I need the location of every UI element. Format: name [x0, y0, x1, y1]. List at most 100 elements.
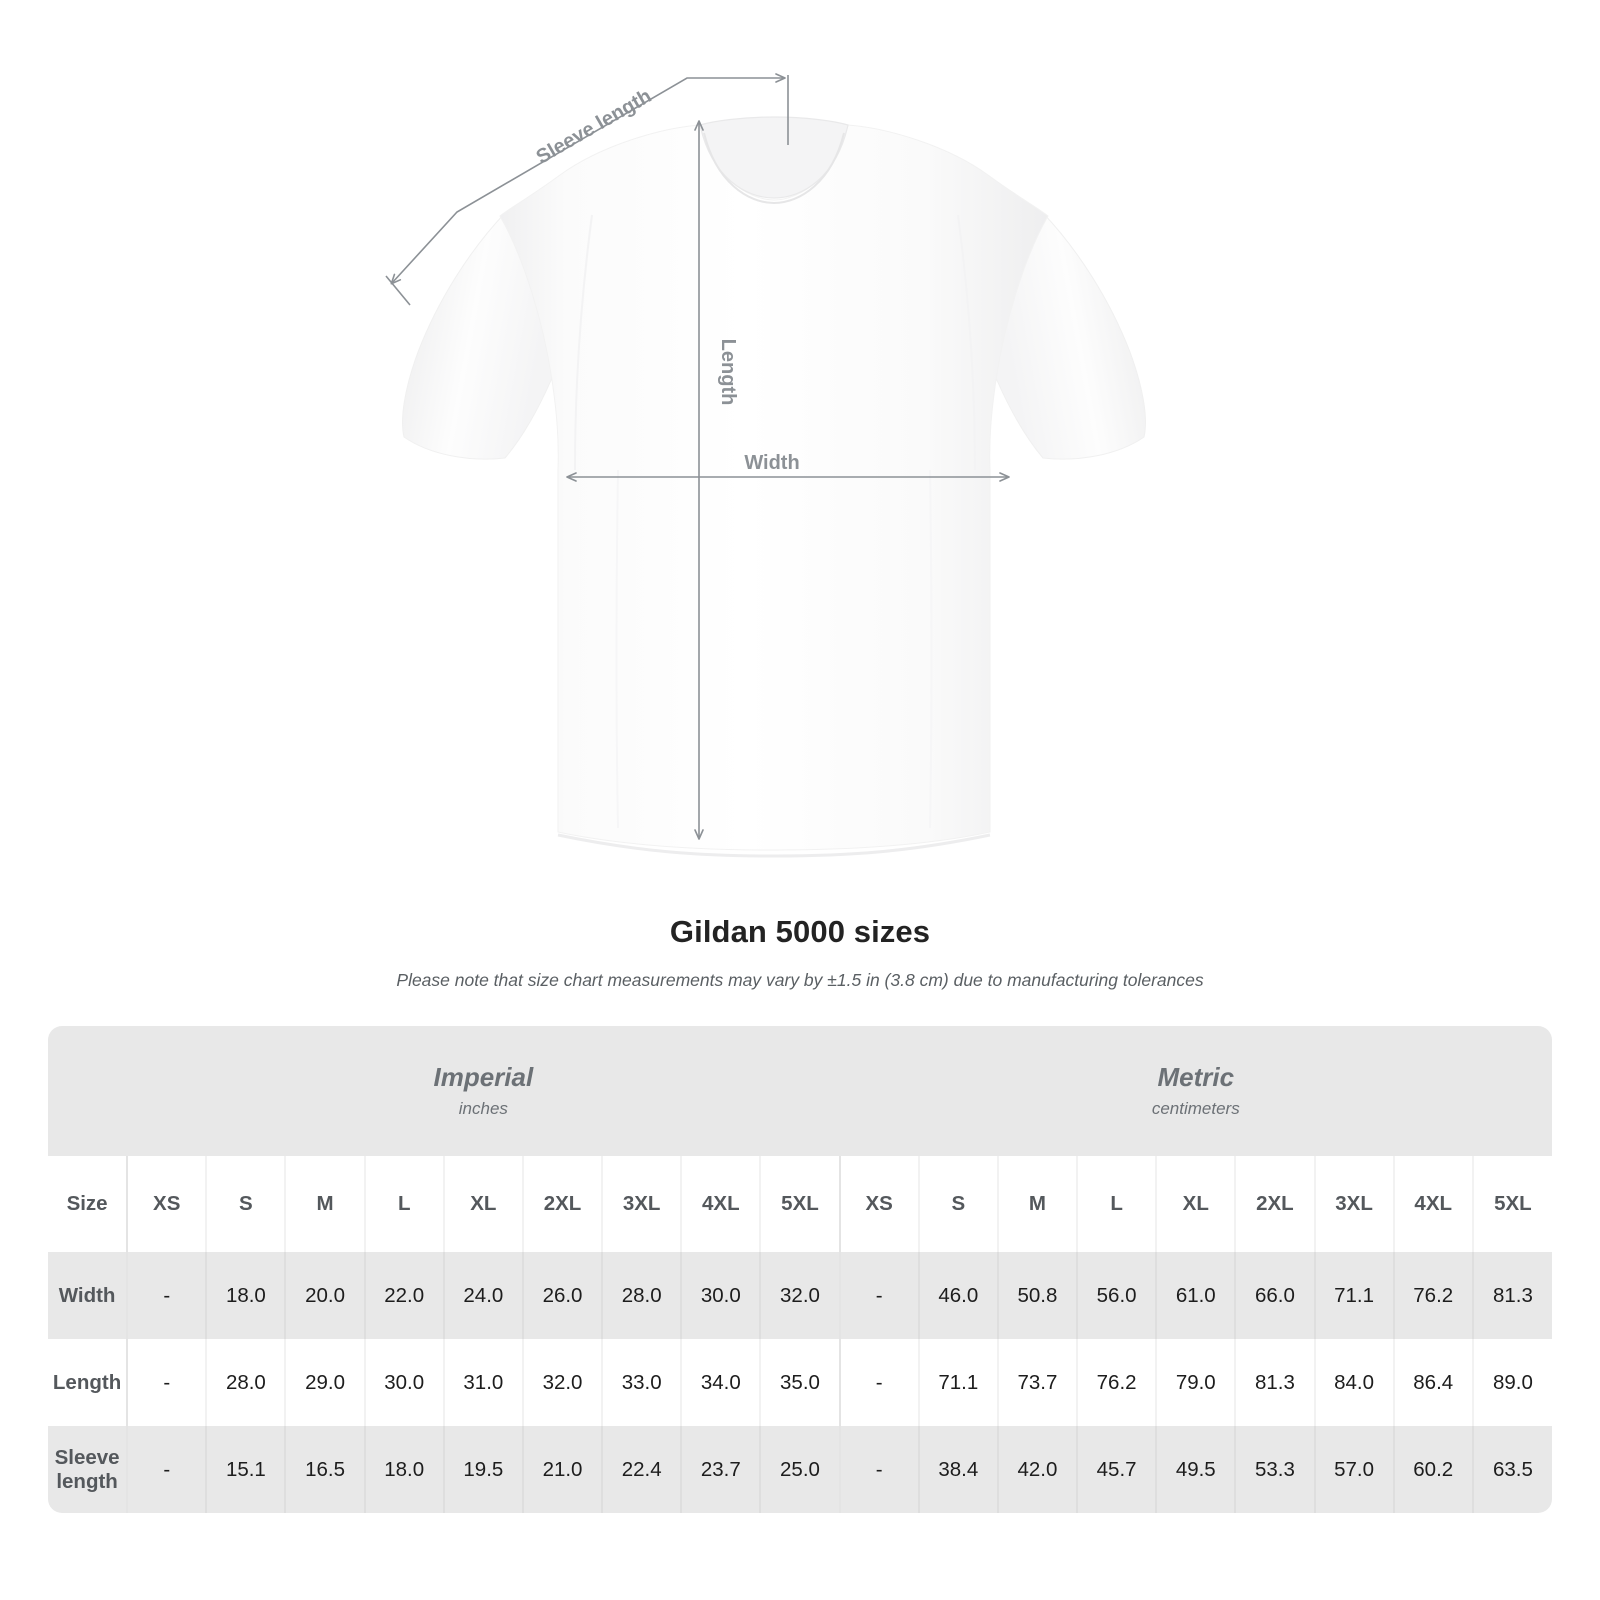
unit-group-metric-sub: centimeters: [1151, 1099, 1240, 1118]
header-size-label: Size: [48, 1156, 128, 1252]
cell-length-metric-xl: 79.0: [1155, 1339, 1236, 1426]
tshirt-measurement-illustration: Sleeve length Length Width: [385, 73, 1146, 858]
cell-width-imperial-5xl: 32.0: [759, 1252, 840, 1339]
header-size-metric-5xl: 5XL: [1471, 1156, 1552, 1252]
cell-length-metric-s: 71.1: [917, 1339, 998, 1426]
sleeve-hem-tick: [385, 275, 411, 306]
header-size-imperial-xl: XL: [442, 1156, 523, 1252]
cell-sleeve-imperial-4xl: 23.7: [680, 1426, 761, 1513]
row-label-width: Width: [48, 1252, 128, 1339]
cell-sleeve-imperial-s: 15.1: [205, 1426, 286, 1513]
tolerance-note: Please note that size chart measurements…: [396, 970, 1204, 990]
cell-length-imperial-xl: 31.0: [442, 1339, 523, 1426]
header-size-imperial-4xl: 4XL: [680, 1156, 761, 1252]
cell-length-imperial-5xl: 35.0: [759, 1339, 840, 1426]
cell-sleeve-metric-l: 45.7: [1076, 1426, 1157, 1513]
header-size-imperial-5xl: 5XL: [759, 1156, 840, 1252]
unit-group-metric: Metric centimeters: [839, 1026, 1552, 1156]
header-size-imperial-3xl: 3XL: [601, 1156, 682, 1252]
header-size-imperial-xs: XS: [126, 1156, 207, 1252]
cell-length-imperial-2xl: 32.0: [521, 1339, 603, 1426]
unit-header-spacer: [48, 1026, 128, 1156]
cell-sleeve-metric-4xl: 60.2: [1392, 1426, 1473, 1513]
unit-group-imperial-name: Imperial: [433, 1062, 534, 1092]
row-label-sleeve-length: Sleeve length: [48, 1426, 128, 1513]
cell-width-imperial-2xl: 26.0: [521, 1252, 603, 1339]
header-size-imperial-2xl: 2XL: [521, 1156, 603, 1252]
cell-sleeve-imperial-2xl: 21.0: [521, 1426, 603, 1513]
cell-sleeve-metric-s: 38.4: [917, 1426, 998, 1513]
cell-length-metric-m: 73.7: [996, 1339, 1078, 1426]
cell-length-imperial-l: 30.0: [363, 1339, 444, 1426]
size-table-container: Imperial inches Metric centimeters Size …: [48, 1026, 1552, 1513]
cell-sleeve-imperial-5xl: 25.0: [759, 1426, 840, 1513]
tshirt-graphic: [402, 116, 1146, 858]
cell-sleeve-metric-2xl: 53.3: [1234, 1426, 1315, 1513]
size-chart-table: Imperial inches Metric centimeters Size …: [48, 1026, 1552, 1513]
cell-sleeve-imperial-3xl: 22.4: [601, 1426, 682, 1513]
header-size-imperial-l: L: [363, 1156, 444, 1252]
page-title: Gildan 5000 sizes: [669, 914, 931, 949]
cell-length-imperial-3xl: 33.0: [601, 1339, 682, 1426]
width-label: Width: [744, 452, 799, 474]
cell-length-metric-4xl: 86.4: [1392, 1339, 1473, 1426]
row-label-length: Length: [48, 1339, 128, 1426]
cell-sleeve-imperial-xs: -: [126, 1426, 207, 1513]
header-size-metric-3xl: 3XL: [1313, 1156, 1394, 1252]
cell-width-metric-xl: 61.0: [1155, 1252, 1236, 1339]
cell-width-imperial-4xl: 30.0: [680, 1252, 761, 1339]
header-size-metric-s: S: [917, 1156, 998, 1252]
cell-width-imperial-s: 18.0: [205, 1252, 286, 1339]
header-size-imperial-m: M: [284, 1156, 365, 1252]
cell-width-metric-5xl: 81.3: [1471, 1252, 1552, 1339]
cell-length-imperial-4xl: 34.0: [680, 1339, 761, 1426]
unit-group-imperial-sub: inches: [458, 1099, 508, 1118]
cell-length-metric-5xl: 89.0: [1471, 1339, 1552, 1426]
unit-group-imperial: Imperial inches: [127, 1026, 840, 1156]
header-size-metric-xs: XS: [838, 1156, 919, 1252]
cell-length-imperial-s: 28.0: [205, 1339, 286, 1426]
cell-sleeve-metric-3xl: 57.0: [1313, 1426, 1394, 1513]
table-row-length: Length - 28.0 29.0 30.0 31.0 32.0 33.0 3…: [48, 1339, 1552, 1426]
sleeve-length-arrow: [390, 73, 786, 285]
cell-sleeve-imperial-m: 16.5: [284, 1426, 365, 1513]
cell-width-metric-2xl: 66.0: [1234, 1252, 1315, 1339]
size-header-row: Size XS S M L XL 2XL 3XL 4XL 5XL XS S M …: [48, 1156, 1552, 1252]
cell-length-metric-xs: -: [838, 1339, 919, 1426]
header-size-metric-xl: XL: [1155, 1156, 1236, 1252]
cell-width-metric-m: 50.8: [996, 1252, 1078, 1339]
cell-width-imperial-xs: -: [126, 1252, 207, 1339]
cell-width-metric-4xl: 76.2: [1392, 1252, 1473, 1339]
table-row-width: Width - 18.0 20.0 22.0 24.0 26.0 28.0 30…: [48, 1252, 1552, 1339]
unit-header-row: Imperial inches Metric centimeters: [48, 1026, 1552, 1156]
cell-width-metric-xs: -: [838, 1252, 919, 1339]
table-row-sleeve-length: Sleeve length - 15.1 16.5 18.0 19.5 21.0…: [48, 1426, 1552, 1513]
cell-width-metric-s: 46.0: [917, 1252, 998, 1339]
header-size-metric-2xl: 2XL: [1234, 1156, 1315, 1252]
header-size-imperial-s: S: [205, 1156, 286, 1252]
chart-heading: Gildan 5000 sizes Please note that size …: [0, 912, 1600, 992]
unit-group-metric-name: Metric: [1157, 1062, 1235, 1092]
cell-width-metric-3xl: 71.1: [1313, 1252, 1394, 1339]
cell-sleeve-metric-xs: -: [838, 1426, 919, 1513]
cell-width-imperial-3xl: 28.0: [601, 1252, 682, 1339]
sleeve-length-dimension: [385, 73, 789, 306]
cell-width-metric-l: 56.0: [1076, 1252, 1157, 1339]
cell-length-metric-2xl: 81.3: [1234, 1339, 1315, 1426]
cell-length-metric-l: 76.2: [1076, 1339, 1157, 1426]
header-size-metric-l: L: [1076, 1156, 1157, 1252]
cell-length-metric-3xl: 84.0: [1313, 1339, 1394, 1426]
cell-sleeve-metric-5xl: 63.5: [1471, 1426, 1552, 1513]
cell-width-imperial-m: 20.0: [284, 1252, 365, 1339]
cell-sleeve-metric-m: 42.0: [996, 1426, 1078, 1513]
cell-width-imperial-xl: 24.0: [442, 1252, 523, 1339]
cell-sleeve-imperial-xl: 19.5: [442, 1426, 523, 1513]
cell-sleeve-metric-xl: 49.5: [1155, 1426, 1236, 1513]
cell-sleeve-imperial-l: 18.0: [363, 1426, 444, 1513]
header-size-metric-4xl: 4XL: [1392, 1156, 1473, 1252]
cell-width-imperial-l: 22.0: [363, 1252, 444, 1339]
header-size-metric-m: M: [996, 1156, 1078, 1252]
cell-length-imperial-m: 29.0: [284, 1339, 365, 1426]
cell-length-imperial-xs: -: [126, 1339, 207, 1426]
